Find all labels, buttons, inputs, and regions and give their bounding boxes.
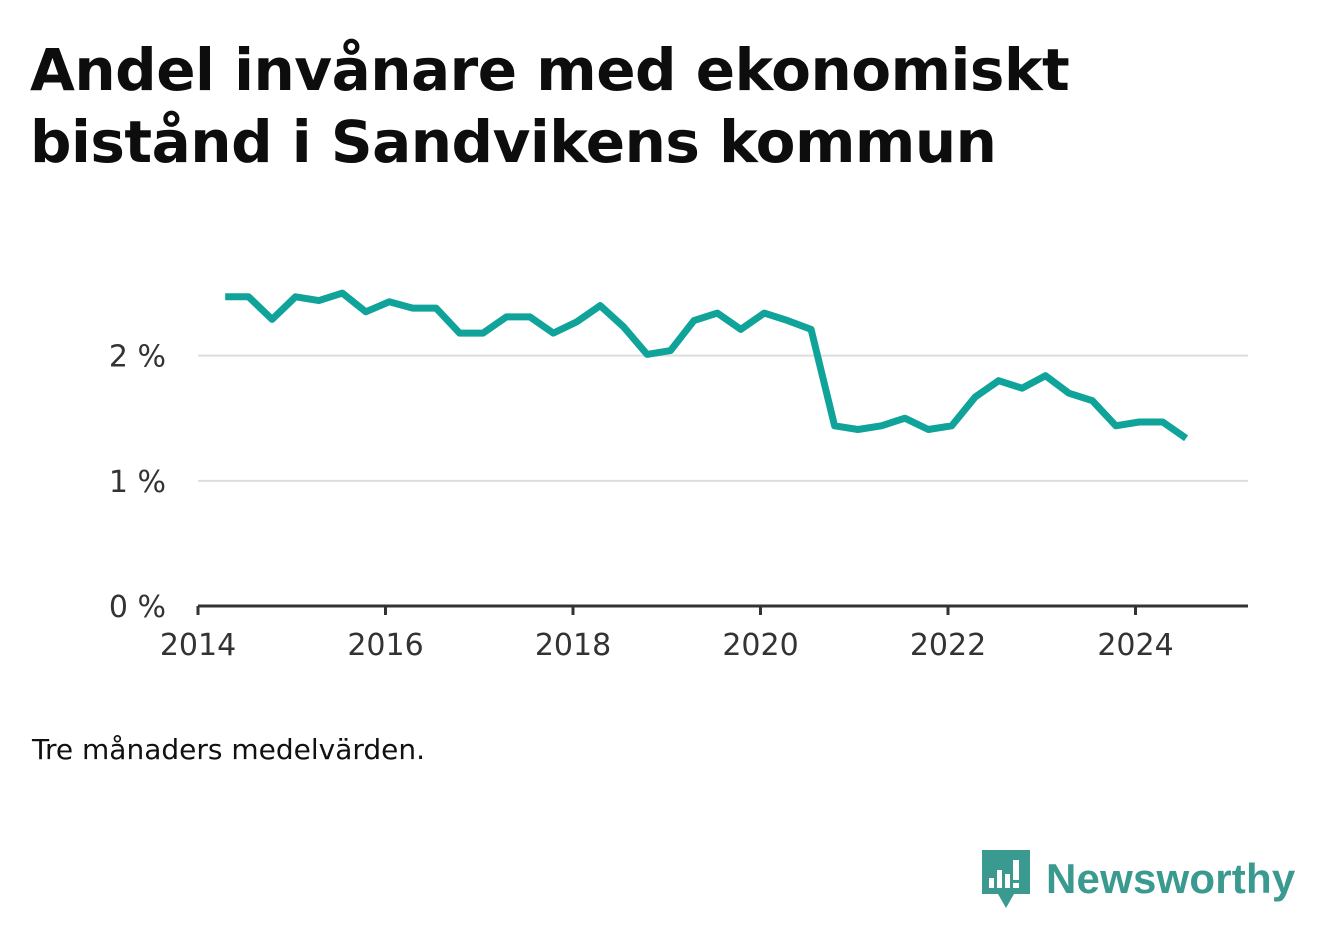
x-tick-label: 2014 [160,628,236,663]
x-tick-label: 2020 [722,628,798,663]
gridlines [198,354,1248,482]
y-tick-label: 1 % [109,465,166,500]
y-axis-labels: 0 % 1 % 2 % [109,340,166,625]
x-tick-label: 2022 [910,628,986,663]
footnote: Tre månaders medelvärden. [32,733,426,766]
x-tick-label: 2018 [535,628,611,663]
brand-logo[interactable]: Newsworthy [980,848,1295,910]
x-tick-label: 2016 [347,628,423,663]
series-layer [225,289,1189,442]
newsworthy-logo-icon [982,850,1030,908]
x-tick-label: 2024 [1097,628,1173,663]
y-tick-label: 2 % [109,340,166,375]
y-tick-label: 0 % [109,590,166,625]
series-line [225,289,1189,442]
chart-title: Andel invånare med ekonomiskt bistånd i … [30,36,1070,176]
x-axis: 2014 2016 2018 2020 2022 2024 [160,604,1248,663]
brand-name: Newsworthy [1046,855,1296,902]
